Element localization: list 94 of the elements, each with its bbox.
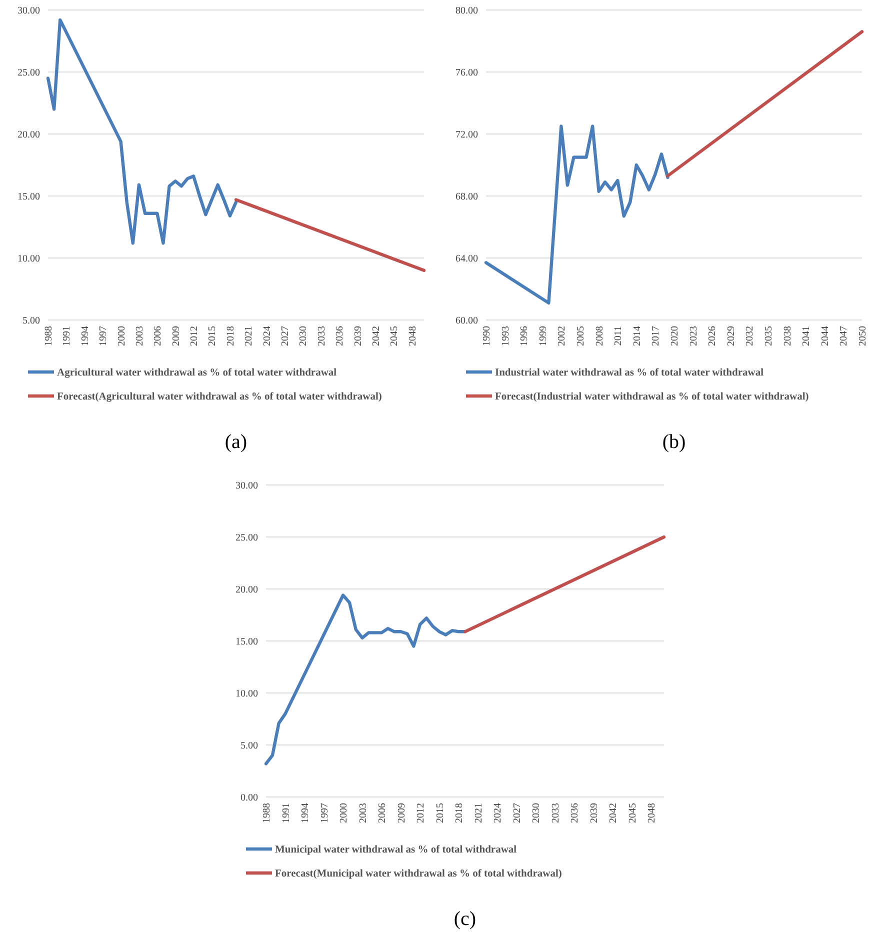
x-tick-label: 2000	[116, 326, 128, 346]
x-tick-label: 1988	[262, 803, 272, 823]
x-tick-label: 2014	[632, 326, 643, 346]
x-tick-label: 2041	[801, 326, 812, 346]
y-tick-label: 0.00	[240, 792, 258, 804]
x-tick-label: 1994	[80, 326, 91, 346]
y-tick-label: 5.00	[22, 316, 40, 326]
legend-label: Agricultural water withdrawal as % of total water withdrawal	[57, 368, 337, 379]
x-tick-label: 1991	[62, 326, 73, 346]
x-tick-label: 2039	[352, 326, 364, 346]
y-tick-label: 15.00	[236, 636, 258, 648]
x-tick-label: 2036	[570, 803, 581, 823]
x-tick-label: 2024	[262, 326, 273, 346]
x-tick-label: 2027	[280, 326, 292, 346]
x-tick-label: 2006	[377, 803, 388, 823]
legend-label: Forecast(Industrial water withdrawal as % of total water withdrawal)	[495, 392, 810, 403]
x-tick-label: 2000	[338, 803, 350, 823]
x-tick-label: 2039	[588, 803, 600, 823]
x-tick-label: 1988	[44, 326, 54, 346]
x-tick-label: 2008	[594, 326, 606, 346]
x-tick-label: 2030	[531, 803, 542, 823]
x-tick-label: 2023	[688, 326, 700, 346]
legend-label: Forecast(Agricultural water withdrawal as % of total water withdrawal)	[57, 392, 382, 403]
x-tick-label: 2021	[473, 803, 484, 823]
y-tick-label: 25.00	[236, 532, 258, 544]
x-tick-label: 2015	[207, 326, 218, 346]
x-tick-label: 2018	[454, 803, 466, 823]
x-tick-label: 2017	[650, 326, 662, 346]
x-tick-label: 1993	[500, 326, 512, 346]
x-tick-label: 1997	[98, 326, 110, 346]
x-tick-label: 2050	[858, 326, 868, 346]
legend-label: Municipal water withdrawal as % of total withdrawal	[275, 844, 517, 856]
y-tick-label: 20.00	[18, 130, 40, 140]
x-tick-label: 2042	[608, 803, 620, 823]
x-tick-label: 1997	[319, 803, 330, 823]
x-tick-label: 2006	[152, 326, 164, 346]
y-tick-label: 30.00	[236, 480, 258, 492]
x-tick-label: 2003	[134, 326, 146, 346]
line-series	[264, 594, 467, 766]
x-tick-label: 2009	[396, 803, 408, 823]
x-tick-label: 2003	[358, 803, 369, 823]
x-tick-label: 2048	[646, 803, 658, 823]
x-tick-label: 2042	[370, 326, 382, 346]
line-series	[484, 124, 670, 305]
x-tick-label: 2044	[820, 326, 831, 346]
y-tick-label: 10.00	[236, 688, 258, 700]
x-tick-label: 2005	[576, 326, 586, 346]
x-tick-label: 2012	[189, 326, 200, 346]
x-tick-label: 2048	[407, 326, 418, 346]
x-tick-label: 2024	[492, 803, 504, 823]
legend-label: Forecast(Municipal water withdrawal as % of total withdrawal)	[275, 868, 562, 880]
x-tick-label: 2033	[316, 326, 328, 346]
x-tick-label: 2026	[707, 326, 718, 346]
y-tick-label: 80.00	[456, 6, 478, 16]
x-tick-label: 2029	[726, 326, 737, 346]
text: (b)	[662, 431, 686, 453]
text: (c)	[454, 908, 476, 930]
x-tick-label: 1999	[538, 326, 549, 346]
x-tick-label: 2033	[550, 803, 562, 823]
y-tick-label: 5.00	[240, 740, 258, 752]
x-tick-label: 2020	[670, 326, 680, 346]
y-tick-label: 30.00	[18, 6, 40, 16]
x-tick-label: 2012	[416, 803, 427, 823]
x-tick-label: 2036	[334, 326, 346, 346]
y-tick-label: 76.00	[456, 68, 478, 78]
y-tick-label: 64.00	[456, 254, 478, 264]
line-series	[46, 18, 238, 245]
x-tick-label: 1990	[482, 326, 492, 346]
y-tick-label: 60.00	[456, 316, 478, 326]
x-tick-label: 2011	[613, 326, 624, 346]
x-tick-label: 2002	[556, 326, 568, 346]
y-tick-label: 20.00	[236, 584, 258, 596]
x-tick-label: 2009	[170, 326, 182, 346]
x-tick-label: 2021	[244, 326, 255, 346]
y-tick-label: 68.00	[456, 192, 478, 202]
text: (a)	[224, 431, 248, 453]
x-tick-label: 2030	[298, 326, 310, 346]
x-tick-label: 1996	[519, 326, 530, 346]
legend-label: Industrial water withdrawal as % of total water withdrawal	[495, 368, 764, 379]
x-tick-label: 1994	[300, 803, 312, 823]
x-tick-label: 2027	[512, 803, 523, 823]
y-tick-label: 10.00	[18, 254, 40, 264]
x-tick-label: 2045	[627, 803, 638, 823]
x-tick-label: 2038	[782, 326, 794, 346]
x-tick-label: 2045	[389, 326, 400, 346]
x-tick-label: 2018	[225, 326, 236, 346]
y-tick-label: 72.00	[456, 130, 478, 140]
x-tick-label: 2032	[744, 326, 756, 346]
x-tick-label: 2047	[838, 326, 850, 346]
x-tick-label: 1991	[280, 803, 292, 823]
y-tick-label: 15.00	[18, 192, 40, 202]
x-tick-label: 2015	[434, 803, 446, 823]
x-tick-label: 2035	[764, 326, 774, 346]
y-tick-label: 25.00	[18, 68, 40, 78]
